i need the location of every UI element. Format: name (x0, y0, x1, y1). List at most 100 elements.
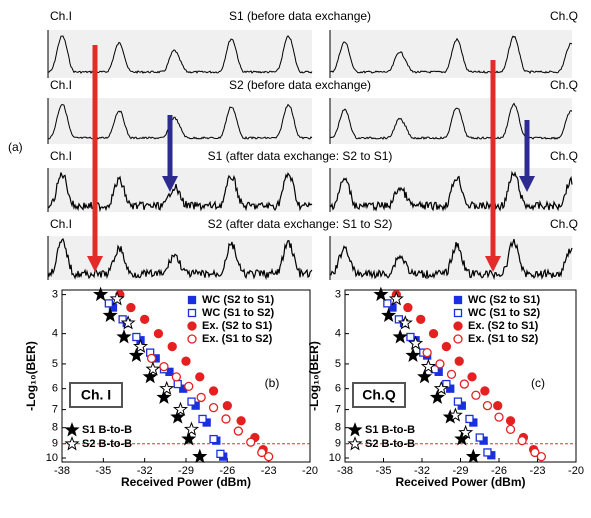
x-axis-label: Received Power (dBm) (121, 475, 251, 489)
y-tick-label: 7 (335, 403, 341, 415)
marker-circle (223, 402, 231, 410)
marker-circle (168, 343, 176, 351)
marker-square (407, 333, 414, 340)
marker-circle (265, 453, 273, 461)
marker-circle (455, 357, 463, 365)
x-tick-label: -20 (568, 465, 584, 477)
figure: (a) Ch.I S1 (before data exchange) Ch.Q Ch.… (0, 0, 591, 513)
marker-circle (148, 354, 156, 362)
legend-marker (189, 297, 196, 304)
marker-square (476, 434, 483, 441)
marker-square (188, 398, 195, 405)
marker-circle (127, 304, 135, 312)
y-tick-label: 8 (335, 422, 341, 434)
legend-label: Ex. (S1 to S2) (468, 333, 539, 345)
x-tick-label: -35 (376, 465, 392, 477)
marker-circle (185, 382, 193, 390)
y-axis-label: -Log₁₀(BER) (307, 341, 321, 411)
marker-circle (468, 373, 476, 381)
channel-label: Ch.I (50, 217, 72, 231)
marker-circle (442, 343, 450, 351)
trace-background (48, 30, 312, 78)
y-tick-label: 4 (52, 328, 58, 340)
legend-marker (454, 322, 462, 330)
marker-circle (537, 453, 545, 461)
legend-marker (455, 297, 462, 304)
legend-label: WC (S2 to S1) (202, 294, 274, 306)
legend-label: WC (S2 to S1) (468, 294, 540, 306)
marker-circle (423, 349, 431, 357)
marker-circle (222, 415, 230, 423)
box-label: Ch. I (81, 387, 111, 403)
marker-square (199, 415, 206, 422)
y-tick-label: 8 (52, 422, 58, 434)
x-tick-label: -23 (530, 465, 546, 477)
marker-circle (404, 304, 412, 312)
marker-square (105, 300, 112, 307)
box-label: Ch.Q (362, 387, 396, 403)
legend-marker (454, 335, 462, 343)
marker-square (133, 333, 140, 340)
legend-label: Ex. (S1 to S2) (202, 333, 273, 345)
marker-circle (518, 437, 526, 445)
marker-square (454, 398, 461, 405)
y-tick-label: 6 (52, 383, 58, 395)
marker-circle (430, 330, 438, 338)
marker-circle (154, 330, 162, 338)
marker-circle (197, 393, 205, 401)
marker-square (466, 415, 473, 422)
marker-circle (182, 357, 190, 365)
marker-circle (436, 360, 444, 368)
channel-label: Ch.Q (550, 149, 578, 163)
marker-circle (141, 315, 149, 323)
marker-circle (247, 438, 255, 446)
legend-label: S1 B-to-B (365, 424, 415, 436)
marker-square (210, 436, 217, 443)
y-tick-label: 3 (335, 289, 341, 301)
panel-label: (b) (265, 376, 280, 390)
row-title: S1 (before data exchange) (229, 9, 371, 23)
legend-marker (188, 335, 196, 343)
channel-label: Ch.Q (550, 217, 578, 231)
legend-label: S2 B-to-B (82, 438, 132, 450)
legend-marker (455, 310, 462, 317)
y-tick-label: 7 (52, 403, 58, 415)
y-axis-label: -Log₁₀(BER) (24, 341, 38, 411)
x-tick-label: -38 (337, 465, 353, 477)
y-tick-label: 10 (329, 452, 341, 464)
marker-circle (417, 315, 425, 323)
panel-label: (a) (8, 140, 23, 154)
legend-label: S2 B-to-B (365, 438, 415, 450)
x-tick-label: -35 (95, 465, 111, 477)
y-tick-label: 4 (335, 328, 341, 340)
channel-label: Ch.Q (550, 78, 578, 92)
legend-marker (188, 322, 196, 330)
channel-label: Ch.I (50, 9, 72, 23)
marker-circle (494, 402, 502, 410)
row-title: S2 (before data exchange) (229, 78, 371, 92)
marker-circle (507, 417, 515, 425)
panel-label: (c) (531, 376, 545, 390)
marker-circle (483, 402, 491, 410)
channel-label: Ch.I (50, 78, 72, 92)
legend-marker (189, 310, 196, 317)
marker-circle (507, 425, 515, 433)
y-tick-label: 6 (335, 383, 341, 395)
marker-circle (172, 373, 180, 381)
marker-circle (472, 391, 480, 399)
marker-circle (448, 370, 456, 378)
y-tick-label: 9 (52, 438, 58, 450)
legend-label: WC (S1 to S2) (202, 307, 274, 319)
marker-square (217, 450, 224, 457)
x-tick-label: -38 (54, 465, 70, 477)
x-tick-label: -23 (261, 465, 277, 477)
y-tick-label: 9 (335, 438, 341, 450)
marker-square (484, 449, 491, 456)
x-tick-label: -20 (302, 465, 318, 477)
marker-circle (210, 404, 218, 412)
marker-circle (234, 427, 242, 435)
legend-label: WC (S1 to S2) (468, 307, 540, 319)
marker-square (384, 300, 391, 307)
x-axis-label: Received Power (dBm) (395, 475, 525, 489)
row-title: S2 (after data exchange: S1 to S2) (208, 217, 393, 231)
